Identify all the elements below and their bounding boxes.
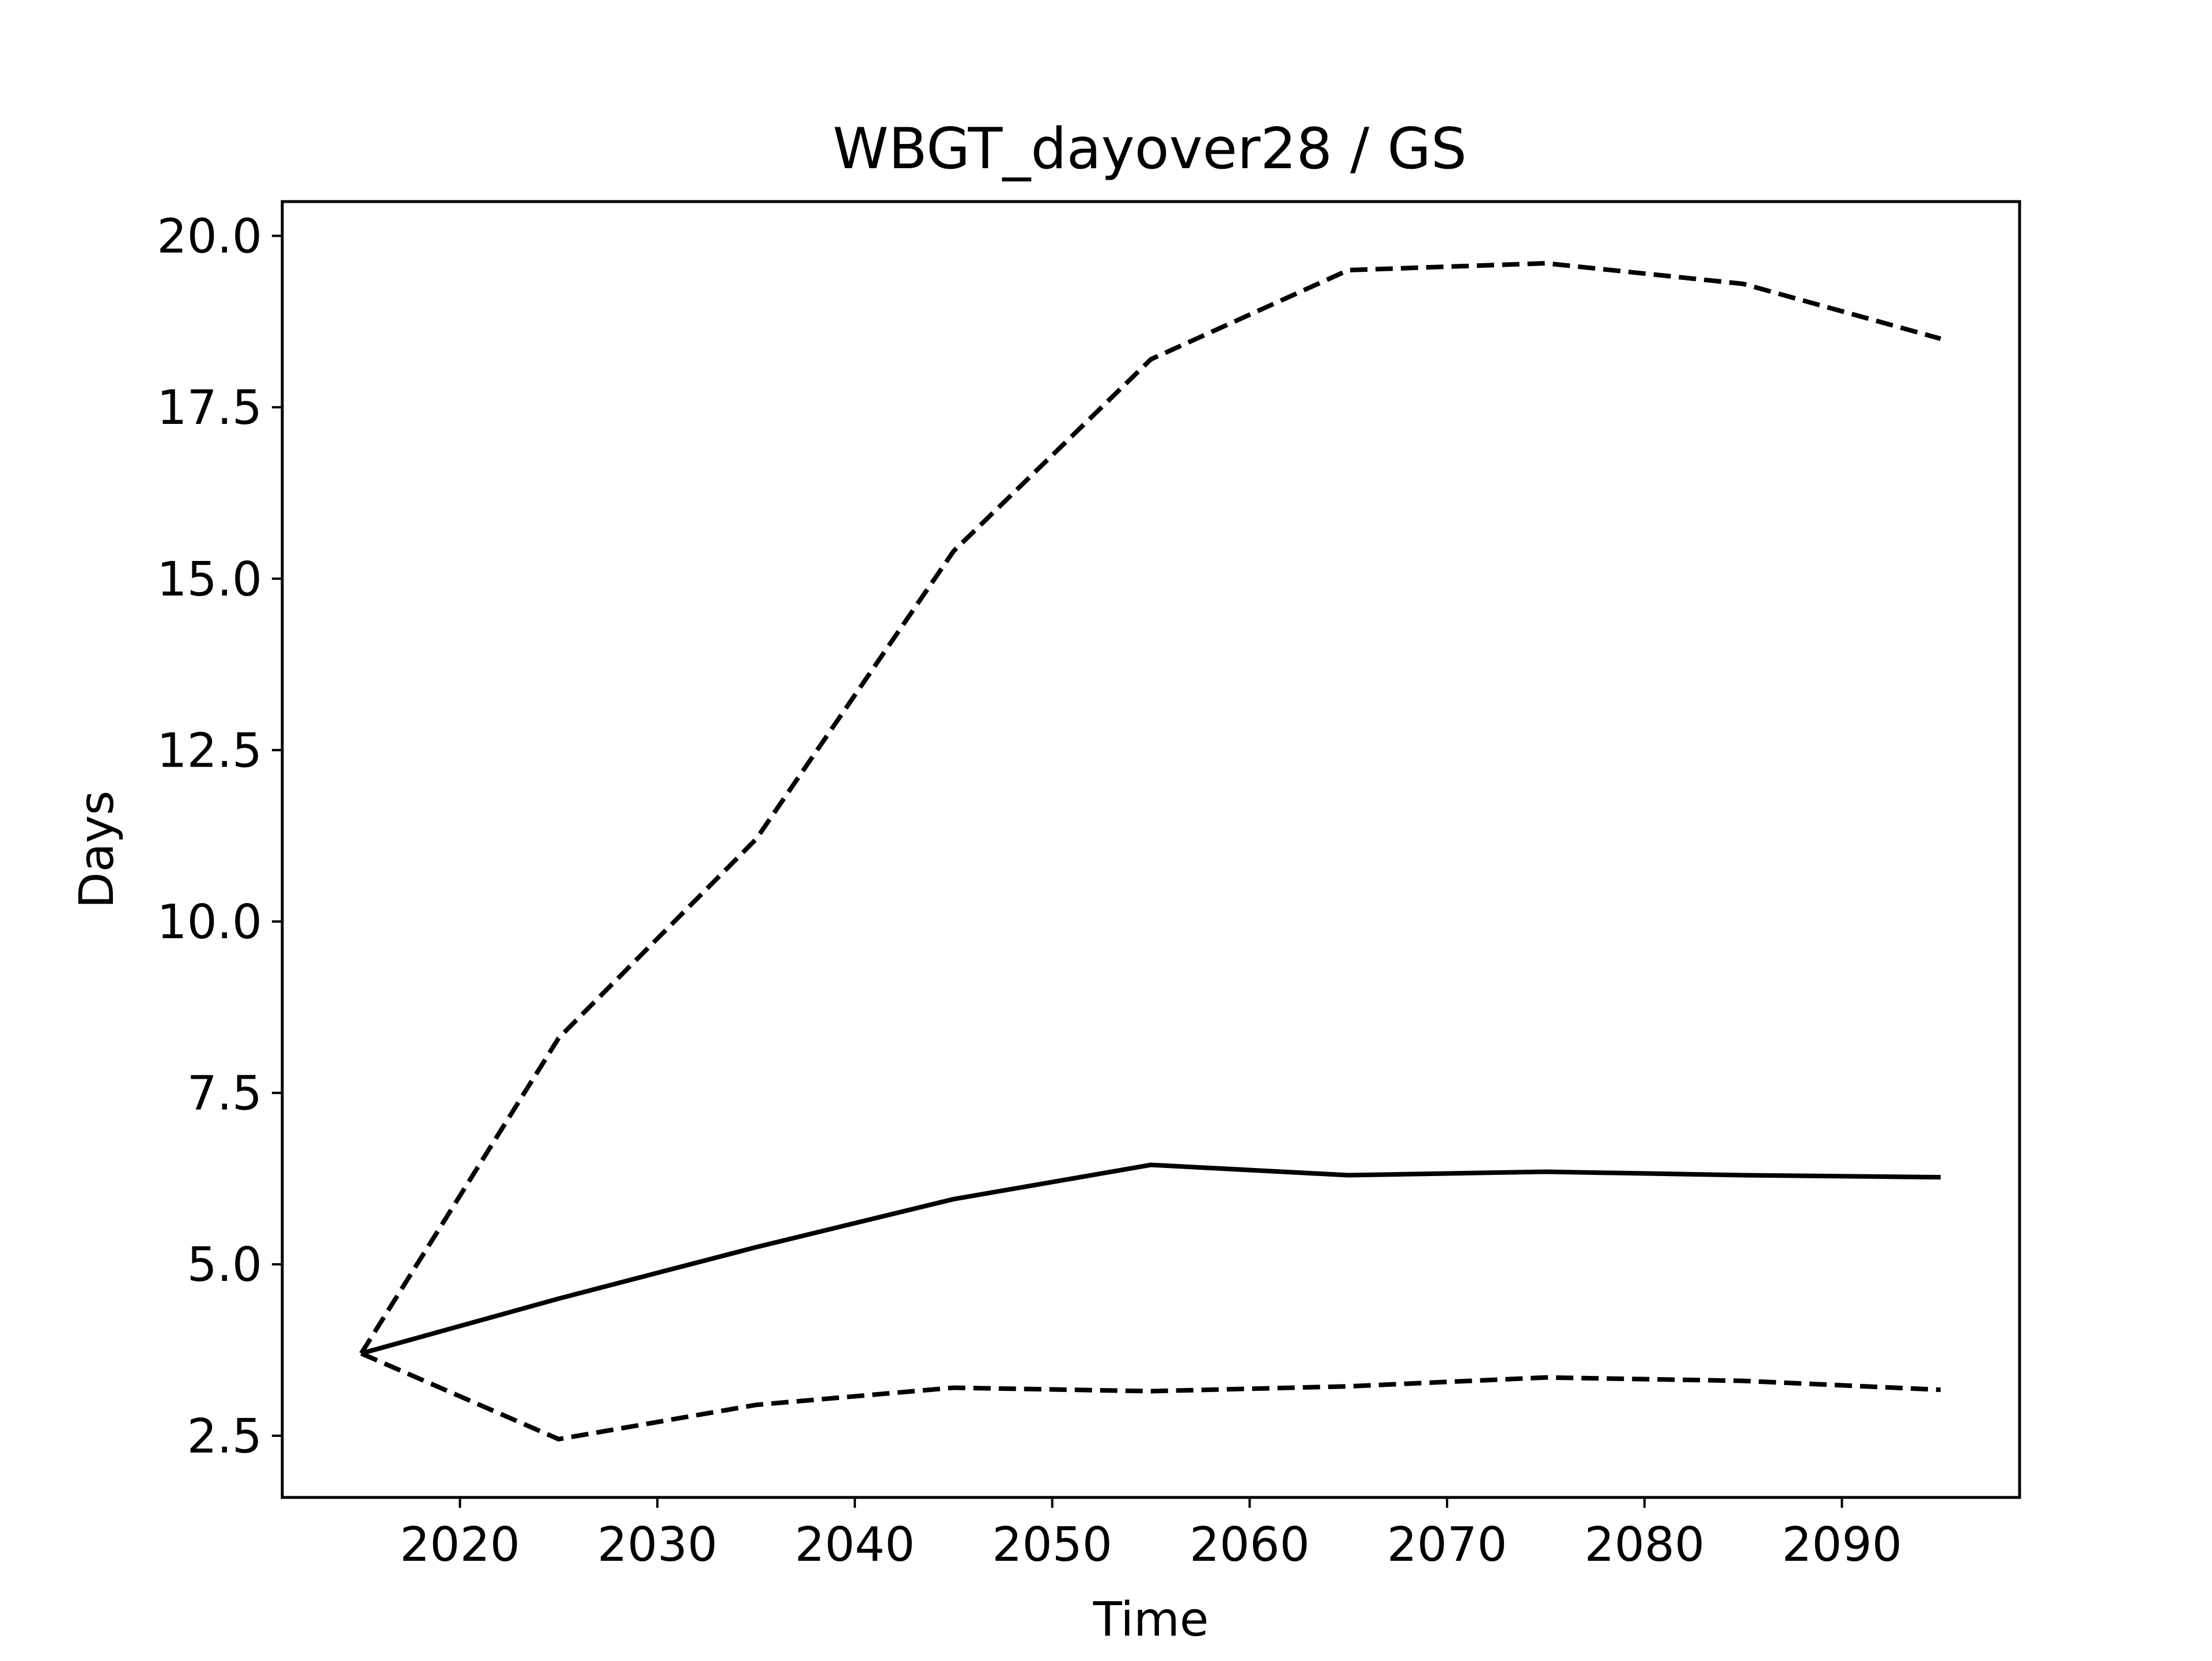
- x-tick-label: 2090: [1782, 1518, 1902, 1572]
- x-tick-label: 2080: [1584, 1518, 1705, 1572]
- y-axis-ticks: 2.5 5.0 7.5 10.0 12.5 15.0 17.5 20.0: [157, 210, 282, 1464]
- x-axis-ticks: 2020 2030 2040 2050 2060 2070 2080 2090: [400, 1497, 1902, 1572]
- y-tick-label: 7.5: [187, 1067, 262, 1121]
- x-tick-label: 2050: [992, 1518, 1112, 1572]
- y-axis-label: Days: [70, 791, 124, 909]
- x-tick-label: 2060: [1190, 1518, 1310, 1572]
- chart-title: WBGT_dayover28 / GS: [833, 116, 1467, 182]
- series-line-2: [361, 1162, 1941, 1356]
- y-tick-label: 15.0: [157, 552, 262, 607]
- y-tick-label: 5.0: [187, 1238, 262, 1292]
- x-axis-label: Time: [1093, 1592, 1209, 1647]
- y-tick-label: 12.5: [157, 723, 262, 778]
- x-tick-label: 2030: [597, 1518, 718, 1572]
- x-tick-label: 2070: [1387, 1518, 1508, 1572]
- y-tick-label: 17.5: [157, 381, 262, 435]
- x-tick-label: 2040: [795, 1518, 915, 1572]
- x-tick-label: 2020: [400, 1518, 520, 1572]
- series-line-1: [359, 261, 1941, 1355]
- plot-area-frame: [281, 200, 2021, 1499]
- y-tick-label: 2.5: [187, 1409, 262, 1464]
- y-tick-label: 10.0: [157, 895, 262, 950]
- series-line-3: [360, 1351, 1941, 1442]
- series-layer: [359, 261, 1941, 1442]
- y-tick-label: 20.0: [157, 210, 262, 264]
